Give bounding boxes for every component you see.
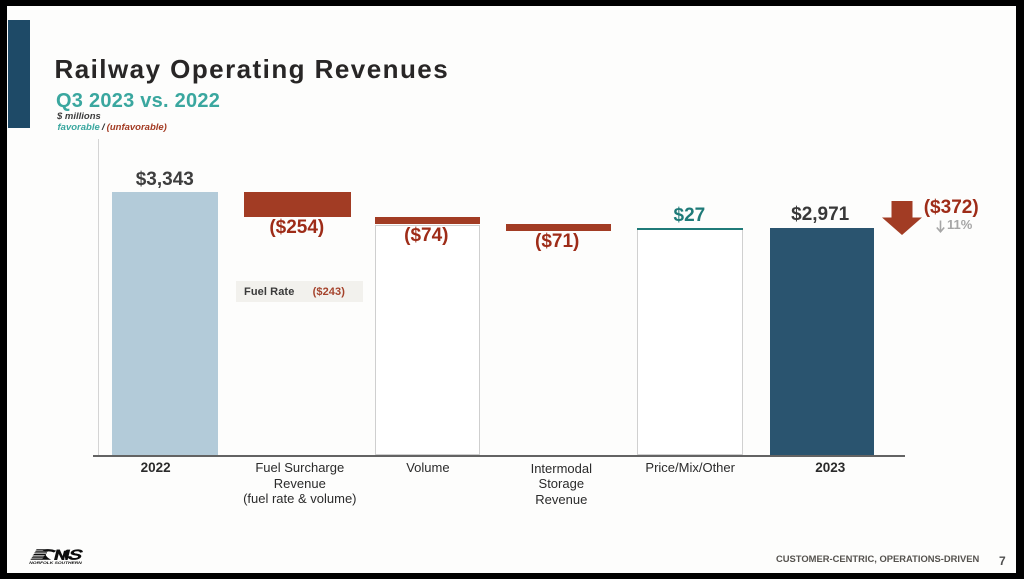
svg-text:NORFOLK SOUTHERN: NORFOLK SOUTHERN (29, 561, 82, 564)
